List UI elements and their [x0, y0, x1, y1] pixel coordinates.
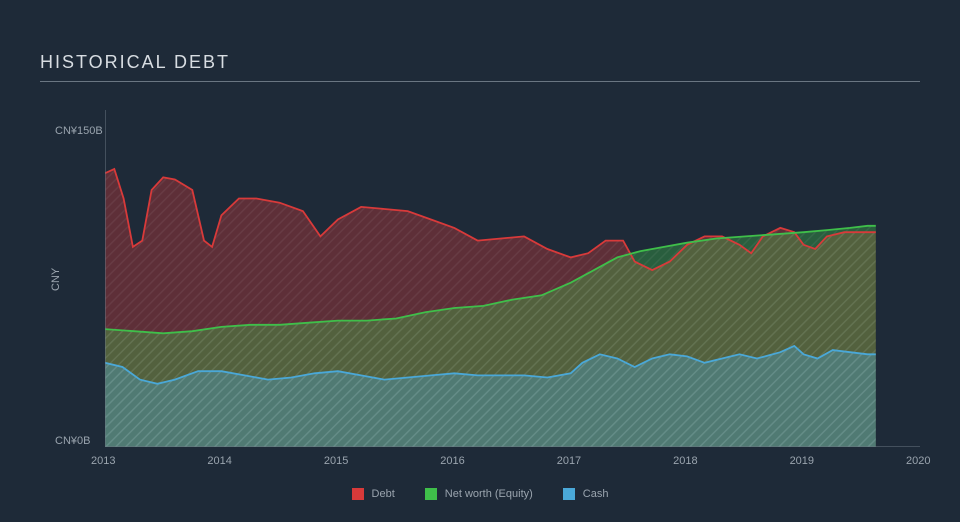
legend-label: Net worth (Equity) [445, 488, 533, 500]
legend-item: Net worth (Equity) [425, 488, 533, 500]
x-tick-label: 2020 [906, 455, 930, 467]
legend-swatch [352, 488, 364, 500]
chart-svg [105, 110, 920, 447]
x-tick-label: 2018 [673, 455, 697, 467]
title-row: HISTORICAL DEBT [40, 52, 920, 82]
y-tick-label: CN¥0B [55, 435, 90, 447]
legend-label: Cash [583, 488, 609, 500]
legend-item: Debt [352, 488, 395, 500]
x-tick-label: 2013 [91, 455, 115, 467]
y-tick-label: CN¥150B [55, 125, 103, 137]
legend-swatch [425, 488, 437, 500]
legend-label: Debt [372, 488, 395, 500]
chart-title: HISTORICAL DEBT [40, 52, 230, 73]
chart-plot-area [105, 110, 920, 447]
y-axis-title: CNY [50, 267, 62, 290]
x-tick-label: 2016 [440, 455, 464, 467]
legend: Debt Net worth (Equity) Cash [0, 488, 960, 500]
x-tick-label: 2019 [790, 455, 814, 467]
legend-item: Cash [563, 488, 609, 500]
chart-container: HISTORICAL DEBT CNY Debt Net worth (Equit… [0, 0, 960, 522]
x-tick-label: 2017 [557, 455, 581, 467]
x-tick-label: 2014 [207, 455, 231, 467]
x-tick-label: 2015 [324, 455, 348, 467]
legend-swatch [563, 488, 575, 500]
